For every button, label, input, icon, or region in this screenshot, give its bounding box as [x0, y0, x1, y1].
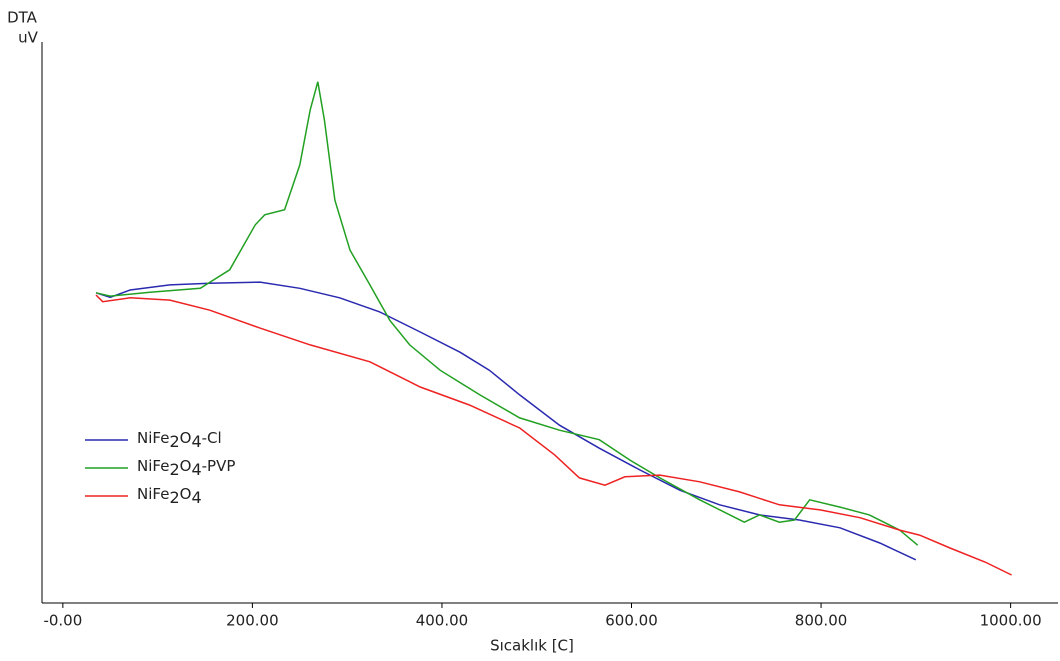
legend-label: NiFe2O4: [137, 485, 202, 508]
x-tick-label: -0.00: [43, 612, 82, 630]
x-axis-label: Sıcaklık [C]: [490, 637, 574, 655]
y-axis-label: DTA: [7, 9, 38, 27]
series-line: [95, 281, 917, 561]
x-tick-label: 800.00: [795, 612, 848, 630]
x-tick-label: 400.00: [416, 612, 469, 630]
legend-label: NiFe2O4-Cl: [137, 429, 222, 452]
y-axis-unit: uV: [18, 29, 39, 47]
series-line: [95, 294, 1012, 576]
x-tick-label: 600.00: [605, 612, 658, 630]
x-tick-label: 1000.00: [980, 612, 1042, 630]
series-line: [95, 81, 919, 546]
x-tick-label: 200.00: [226, 612, 279, 630]
legend-label: NiFe2O4-PVP: [137, 457, 235, 480]
